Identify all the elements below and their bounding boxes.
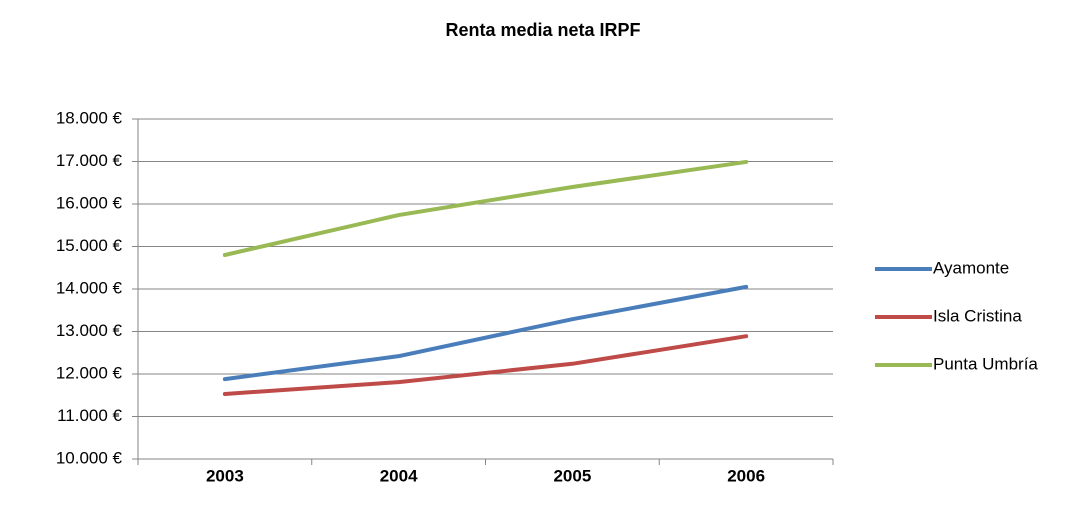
- x-tick-label: 2005: [553, 466, 591, 485]
- y-tick-label: 10.000 €: [56, 448, 123, 467]
- legend-label: Punta Umbría: [933, 354, 1038, 373]
- series-line: [222, 334, 749, 396]
- y-tick-label: 12.000 €: [56, 363, 123, 382]
- y-tick-label: 16.000 €: [56, 193, 123, 212]
- y-tick-label: 14.000 €: [56, 278, 123, 297]
- x-tick-label: 2003: [206, 466, 244, 485]
- series-line: [222, 284, 749, 382]
- series-line: [222, 159, 749, 257]
- y-tick-label: 11.000 €: [57, 406, 122, 425]
- x-tick-label: 2006: [727, 466, 765, 485]
- x-tick-label: 2004: [380, 466, 418, 485]
- y-tick-label: 13.000 €: [56, 321, 123, 340]
- chart-title: Renta media neta IRPF: [445, 20, 640, 40]
- y-tick-label: 15.000 €: [56, 236, 123, 255]
- legend-label: Isla Cristina: [933, 306, 1022, 325]
- y-tick-label: 17.000 €: [56, 151, 123, 170]
- y-tick-label: 18.000 €: [56, 108, 123, 127]
- legend-label: Ayamonte: [933, 258, 1009, 277]
